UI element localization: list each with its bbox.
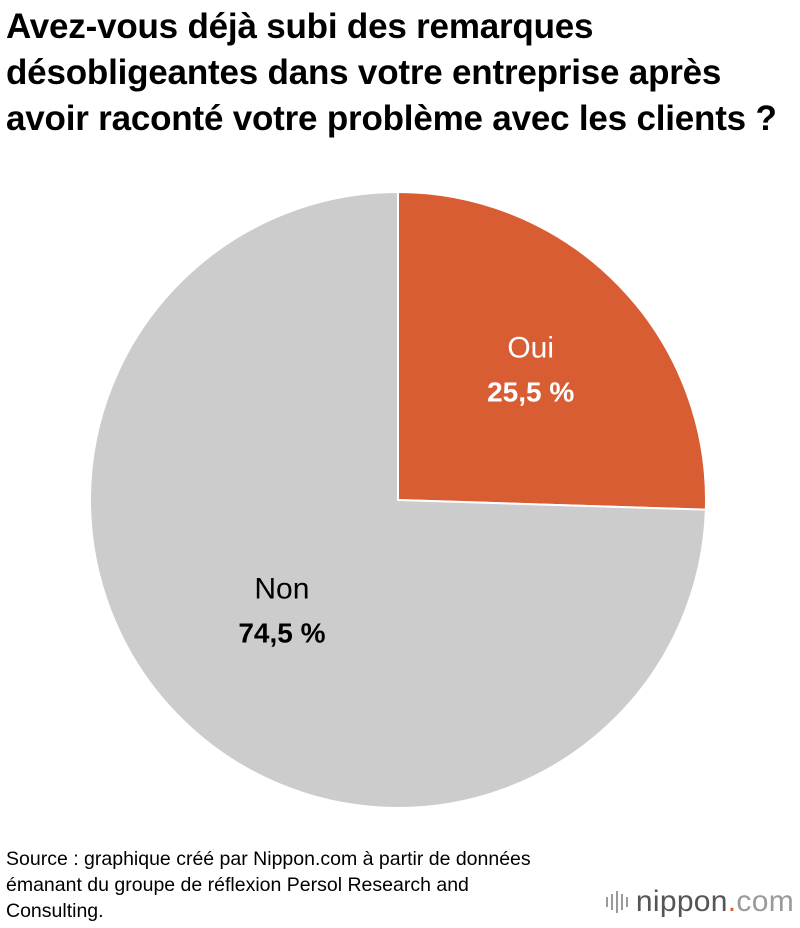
slice-label-oui: Oui <box>507 331 554 364</box>
source-note: Source : graphique créé par Nippon.com à… <box>6 848 531 922</box>
nippon-logo: nippon.com <box>605 885 794 919</box>
pie-slice-non <box>89 190 707 809</box>
logo-bars-icon <box>605 890 628 914</box>
slice-label-non: Non <box>254 573 309 606</box>
logo-tld: com <box>736 885 794 918</box>
logo-name: nippon <box>635 885 728 918</box>
pie-slice-oui <box>397 190 707 511</box>
logo-dot: . <box>727 885 737 918</box>
chart-title: Avez-vous déjà subi des remarques désobl… <box>6 7 777 138</box>
logo-text: nippon.com <box>636 885 794 919</box>
slice-value-oui: 25,5 % <box>487 376 574 407</box>
slice-value-non: 74,5 % <box>238 618 325 649</box>
